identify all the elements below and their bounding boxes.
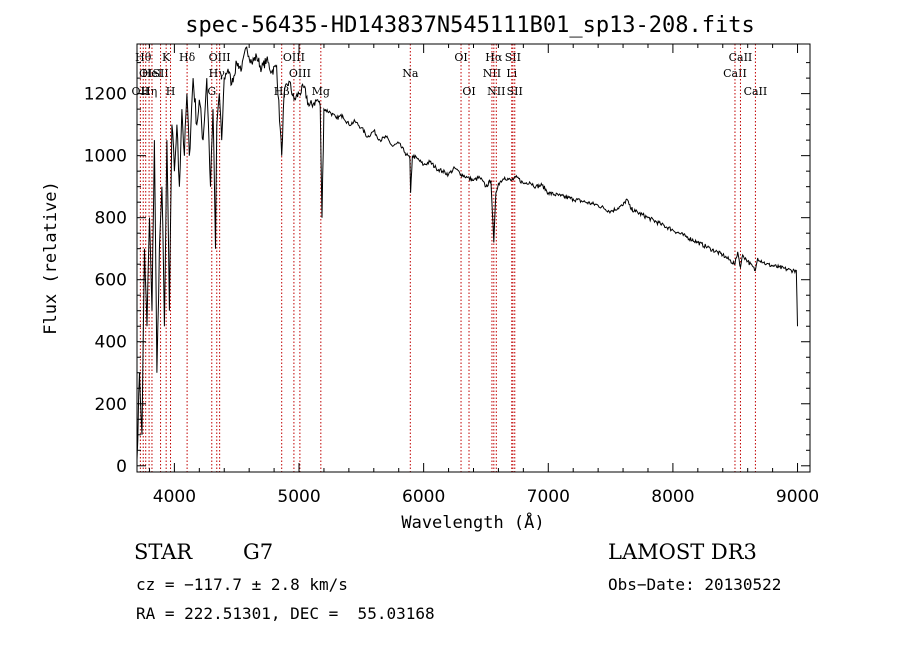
x-tick-label-6000: 6000 xyxy=(402,487,445,507)
y-tick-label-600: 600 xyxy=(95,271,127,291)
y-tick-label-1000: 1000 xyxy=(84,147,127,167)
line-marker-label-12: Hβ xyxy=(274,85,290,98)
line-marker-layer: OIIHθOIHηHeISIIKHHδGHγOIIIHβOIIIOIIIMgNa… xyxy=(132,44,768,472)
line-marker-label-17: OI xyxy=(454,51,467,64)
x-tick-label-7000: 7000 xyxy=(527,487,570,507)
line-marker-label-10: Hγ xyxy=(209,67,226,80)
line-marker-label-8: Hδ xyxy=(179,51,196,64)
line-marker-label-26: CaII xyxy=(729,51,753,64)
line-marker-label-23: SII xyxy=(505,51,521,64)
y-tick-label-200: 200 xyxy=(95,395,127,415)
x-tick-label-4000: 4000 xyxy=(153,487,196,507)
line-marker-label-22: Li xyxy=(506,67,517,80)
plot-frame xyxy=(136,43,811,473)
line-marker-label-27: CaII xyxy=(744,85,768,98)
line-marker-label-13: OIII xyxy=(283,51,305,64)
line-marker-label-6: K xyxy=(162,51,171,64)
line-marker-label-24: SII xyxy=(507,85,523,98)
spectrum-line xyxy=(136,46,798,460)
redshift-text: cz = −117.7 ± 2.8 km/s xyxy=(136,575,348,594)
line-marker-label-4: HeI xyxy=(142,67,162,80)
y-tick-label-400: 400 xyxy=(95,333,127,353)
x-tick-label-8000: 8000 xyxy=(651,487,694,507)
line-marker-label-20: Hα xyxy=(485,51,503,64)
line-marker-label-19: NII xyxy=(483,67,501,80)
y-tick-label-0: 0 xyxy=(116,457,127,477)
x-tick-label-5000: 5000 xyxy=(277,487,320,507)
y-axis-label: Flux (relative) xyxy=(41,181,61,335)
axis-ticks: 4000 5000 6000 7000 8000 9000 0 200 400 600 800 100… xyxy=(84,44,819,507)
line-marker-label-7: H xyxy=(166,85,176,98)
y-tick-label-1200: 1200 xyxy=(84,85,127,105)
line-marker-label-21: NII xyxy=(487,85,505,98)
line-marker-label-3: Hη xyxy=(141,85,157,98)
obs-date-text: Obs−Date: 20130522 xyxy=(608,575,782,594)
x-tick-label-9000: 9000 xyxy=(776,487,819,507)
line-marker-label-25: CaII xyxy=(723,67,747,80)
line-marker-label-14: OIII xyxy=(289,67,311,80)
x-axis-label: Wavelength (Å) xyxy=(401,511,544,533)
line-marker-label-18: OI xyxy=(462,85,475,98)
survey-name: LAMOST DR3 xyxy=(608,540,757,564)
line-marker-label-5: SII xyxy=(152,67,168,80)
line-marker-label-16: Na xyxy=(402,67,419,80)
line-marker-label-1: Hθ xyxy=(135,51,152,64)
object-subclass: G7 xyxy=(243,540,274,564)
line-marker-label-11: OIII xyxy=(209,51,231,64)
line-marker-label-9: G xyxy=(207,85,216,98)
line-marker-label-15: Mg xyxy=(312,85,330,98)
object-class: STAR xyxy=(134,540,193,564)
line-marker-label-0: OII xyxy=(132,85,150,98)
chart-title: spec-56435-HD143837N545111B01_sp13-208.f… xyxy=(185,13,755,38)
y-tick-label-800: 800 xyxy=(95,209,127,229)
coordinates-text: RA = 222.51301, DEC = 55.03168 xyxy=(136,604,435,623)
